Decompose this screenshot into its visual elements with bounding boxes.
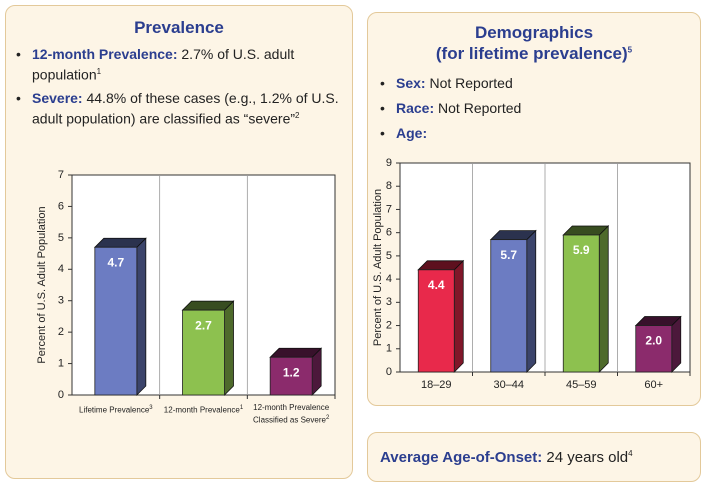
y-axis-label: Percent of U.S. Adult Population: [372, 189, 384, 346]
y-tick-label: 8: [386, 180, 392, 192]
y-tick-label: 0: [386, 366, 392, 378]
bullet: 12-month Prevalence: 2.7% of U.S. adult …: [16, 46, 342, 84]
bullet-label: Race:: [396, 100, 435, 116]
y-tick-label: 1: [386, 343, 392, 355]
x-tick-label: 60+: [624, 379, 684, 391]
bar-side: [224, 300, 234, 396]
bullet-label: 12-month Prevalence:: [32, 46, 178, 62]
value-label: 4.7: [107, 255, 124, 269]
bullet-text: 2.7% of U.S. adult population: [32, 46, 295, 83]
value-label: 4.4: [428, 278, 445, 292]
footnote: 4: [628, 449, 633, 458]
y-tick-label: 2: [58, 326, 64, 338]
bar: [562, 234, 600, 373]
bullet-text: Not Reported: [438, 100, 522, 116]
category-text: 45–59: [565, 379, 597, 391]
panel-subtitle: (for lifetime prevalence)5: [368, 44, 700, 64]
y-tick-label: 6: [386, 227, 392, 239]
onset-text: Average Age-of-Onset: 24 years old4: [380, 449, 633, 466]
x-tick-label: 30–44: [479, 379, 539, 391]
onset-value: 24 years old: [546, 449, 629, 466]
bullet-label: Age:: [396, 125, 428, 141]
x-tick-label: Lifetime Prevalence3: [76, 403, 156, 416]
bar: [182, 309, 225, 396]
bar: [94, 246, 138, 396]
bar-side: [526, 229, 537, 373]
y-tick-label: 0: [58, 389, 64, 401]
x-tick-label: 45–59: [551, 379, 611, 391]
category-text: 60+: [644, 379, 664, 391]
y-tick-label: 5: [58, 232, 64, 244]
bar-top: [93, 237, 147, 248]
y-tick-label: 1: [58, 357, 64, 369]
bar-side: [598, 225, 609, 373]
bullet: Race: Not Reported: [380, 100, 521, 117]
bar-side: [136, 237, 147, 396]
category-text: 12-month Prevalence Classified as Severe: [253, 403, 330, 425]
category-text: 12-month Prevalence: [163, 405, 240, 415]
category-text: 18–29: [420, 379, 452, 391]
bullet: Sex: Not Reported: [380, 75, 513, 92]
value-label: 5.7: [500, 248, 517, 262]
y-tick-label: 4: [58, 263, 64, 275]
subtitle-text: (for lifetime prevalence): [435, 44, 628, 63]
bar-top: [181, 300, 235, 311]
bar-top: [269, 347, 323, 358]
y-tick-label: 5: [386, 250, 392, 262]
bar-side: [671, 315, 682, 373]
bullet: Severe: 44.8% of these cases (e.g., 1.2%…: [16, 90, 342, 128]
footnote: 5: [627, 45, 633, 55]
footnote: 2: [325, 415, 330, 421]
category-text: 30–44: [493, 379, 525, 391]
x-tick-label: 12-month Prevalence Classified as Severe…: [251, 403, 331, 426]
y-tick-label: 4: [386, 273, 392, 285]
footnote: 2: [295, 111, 300, 120]
bullet-label: Sex:: [396, 75, 426, 91]
bullet-text: Not Reported: [429, 75, 513, 91]
footnote: 3: [149, 405, 153, 411]
x-tick-label: 18–29: [406, 379, 466, 391]
y-tick-label: 9: [386, 157, 392, 169]
bullet-text: 44.8% of these cases (e.g., 1.2% of U.S.…: [32, 90, 339, 127]
y-tick-label: 7: [58, 169, 64, 181]
onset-label: Average Age-of-Onset:: [380, 449, 543, 466]
y-tick-label: 3: [58, 295, 64, 307]
panel-title: Prevalence: [134, 18, 224, 37]
footnote: 1: [96, 67, 102, 76]
bar: [635, 325, 673, 373]
onset-panel: Average Age-of-Onset: 24 years old4: [367, 432, 701, 482]
y-tick-label: 7: [386, 203, 392, 215]
y-tick-label: 3: [386, 296, 392, 308]
footnote: 1: [239, 405, 244, 411]
value-label: 2.7: [195, 318, 212, 332]
bullet-label: Severe:: [32, 90, 83, 106]
bar: [490, 239, 528, 373]
value-label: 1.2: [283, 365, 300, 379]
bullet: Age:: [380, 125, 427, 142]
y-axis-label: Percent of U.S. Adult Population: [36, 206, 48, 363]
bar: [417, 269, 455, 373]
bar: [269, 356, 313, 396]
value-label: 5.9: [573, 243, 590, 257]
y-tick-label: 6: [58, 200, 64, 212]
category-text: Lifetime Prevalence: [79, 405, 150, 415]
panel-title: Demographics: [474, 23, 594, 42]
bar-side: [453, 259, 464, 373]
y-tick-label: 2: [386, 319, 392, 331]
x-tick-label: 12-month Prevalence1: [164, 403, 244, 416]
value-label: 2.0: [645, 334, 662, 348]
